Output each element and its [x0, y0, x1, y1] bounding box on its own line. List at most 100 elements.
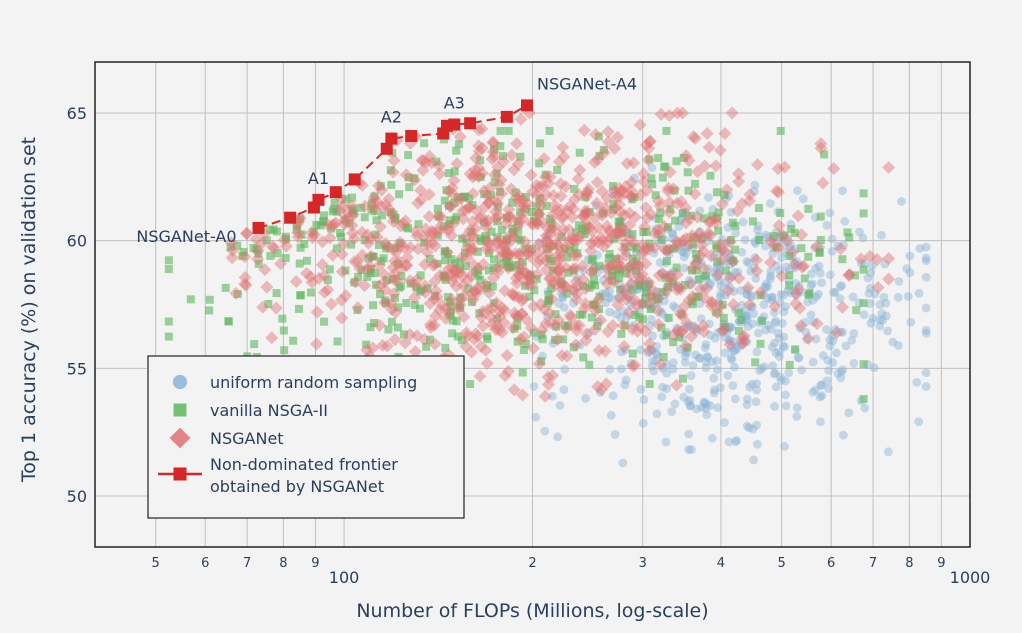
nsganet-point	[835, 300, 849, 314]
nsganet-point	[428, 257, 442, 271]
nsganet-point	[715, 323, 729, 337]
nsganet-point	[651, 223, 665, 237]
random-sampling-point	[668, 364, 678, 374]
nsganet-point	[445, 229, 459, 243]
random-sampling-point	[684, 429, 694, 439]
nsganet-point	[390, 274, 404, 288]
nsganet-point	[511, 157, 525, 171]
nsga2-point	[377, 257, 386, 266]
random-sampling-point	[837, 281, 847, 291]
nsganet-point	[476, 257, 490, 271]
random-sampling-point	[742, 394, 752, 404]
random-sampling-point	[830, 287, 840, 297]
random-sampling-point	[656, 307, 666, 317]
random-sampling-point	[791, 278, 801, 288]
nsga2-point	[718, 300, 727, 309]
annotation-label: A1	[308, 169, 329, 188]
nsganet-point	[460, 241, 474, 255]
nsga2-point	[455, 140, 464, 149]
random-sampling-point	[776, 372, 785, 382]
nsga2-point	[420, 139, 429, 148]
random-sampling-point	[731, 228, 740, 238]
nsganet-point	[557, 150, 571, 164]
nsga2-point	[628, 349, 637, 358]
nsga2-point	[664, 313, 673, 322]
nsganet-point	[814, 137, 828, 151]
nsganet-point	[512, 193, 526, 207]
nsganet-point	[677, 233, 691, 247]
nsganet-point	[467, 168, 481, 182]
random-sampling-point	[785, 240, 795, 250]
nsga2-point	[466, 380, 475, 389]
random-sampling-point	[679, 247, 688, 257]
nsganet-point	[442, 223, 456, 237]
random-sampling-point	[780, 342, 789, 352]
nsganet-point	[643, 344, 657, 358]
nsganet-point	[663, 165, 677, 179]
nsganet-point	[618, 186, 632, 200]
nsganet-point	[498, 284, 512, 298]
nsganet-point	[625, 190, 639, 204]
nsganet-point	[675, 308, 689, 322]
nsganet-point	[789, 297, 803, 311]
nsganet-point	[662, 181, 676, 195]
nsganet-point	[505, 148, 519, 162]
nsganet-point	[683, 277, 697, 291]
nsganet-point	[323, 231, 337, 245]
nsganet-point	[493, 310, 507, 324]
random-sampling-point	[742, 285, 752, 295]
nsganet-point	[419, 155, 433, 169]
random-sampling-point	[721, 278, 730, 288]
nsganet-point	[584, 265, 598, 279]
nsga2-point	[614, 222, 623, 231]
nsga2-point	[641, 294, 650, 303]
nsganet-point	[579, 189, 593, 203]
random-sampling-point	[696, 314, 706, 323]
nsga2-point	[805, 288, 814, 297]
nsga2-point	[370, 269, 379, 278]
random-sampling-point	[921, 382, 931, 391]
nsganet-point	[506, 288, 520, 302]
nsganet-point	[305, 231, 319, 245]
nsga2-point	[404, 224, 413, 233]
nsga2-point	[475, 309, 484, 318]
nsga2-point	[616, 285, 625, 294]
nsganet-point	[364, 249, 378, 263]
nsganet-point	[780, 234, 794, 248]
nsga2-point	[547, 284, 556, 293]
random-sampling-point	[753, 225, 762, 235]
nsganet-point	[613, 205, 627, 219]
nsga2-point	[390, 243, 399, 252]
random-sampling-point	[770, 318, 780, 328]
nsganet-point	[611, 298, 625, 312]
random-sampling-point	[601, 288, 611, 298]
nsga2-point	[645, 155, 654, 164]
random-sampling-point	[720, 348, 730, 358]
nsga2-point	[536, 139, 545, 148]
frontier-point	[521, 99, 534, 112]
nsganet-point	[630, 299, 644, 313]
nsga2-point	[504, 126, 513, 135]
nsganet-point	[458, 230, 472, 244]
random-sampling-point	[779, 307, 789, 316]
random-sampling-point	[626, 295, 636, 305]
nsganet-point	[539, 317, 553, 331]
random-sampling-point	[792, 186, 802, 196]
nsga2-point	[357, 265, 366, 274]
nsganet-point	[614, 228, 628, 242]
nsganet-point	[550, 236, 564, 250]
nsganet-point	[688, 131, 702, 145]
random-sampling-point	[849, 329, 859, 338]
nsganet-point	[600, 191, 614, 205]
nsganet-point	[539, 253, 553, 267]
nsganet-point	[469, 151, 483, 165]
nsganet-point	[830, 326, 844, 340]
nsga2-point	[692, 266, 701, 275]
nsganet-point	[527, 299, 541, 313]
nsganet-point	[552, 251, 566, 265]
nsganet-point	[539, 187, 553, 201]
nsganet-point	[743, 297, 757, 311]
nsganet-point	[387, 154, 401, 168]
random-sampling-point	[817, 278, 827, 288]
x-axis-title: Number of FLOPs (Millions, log-scale)	[356, 600, 708, 622]
